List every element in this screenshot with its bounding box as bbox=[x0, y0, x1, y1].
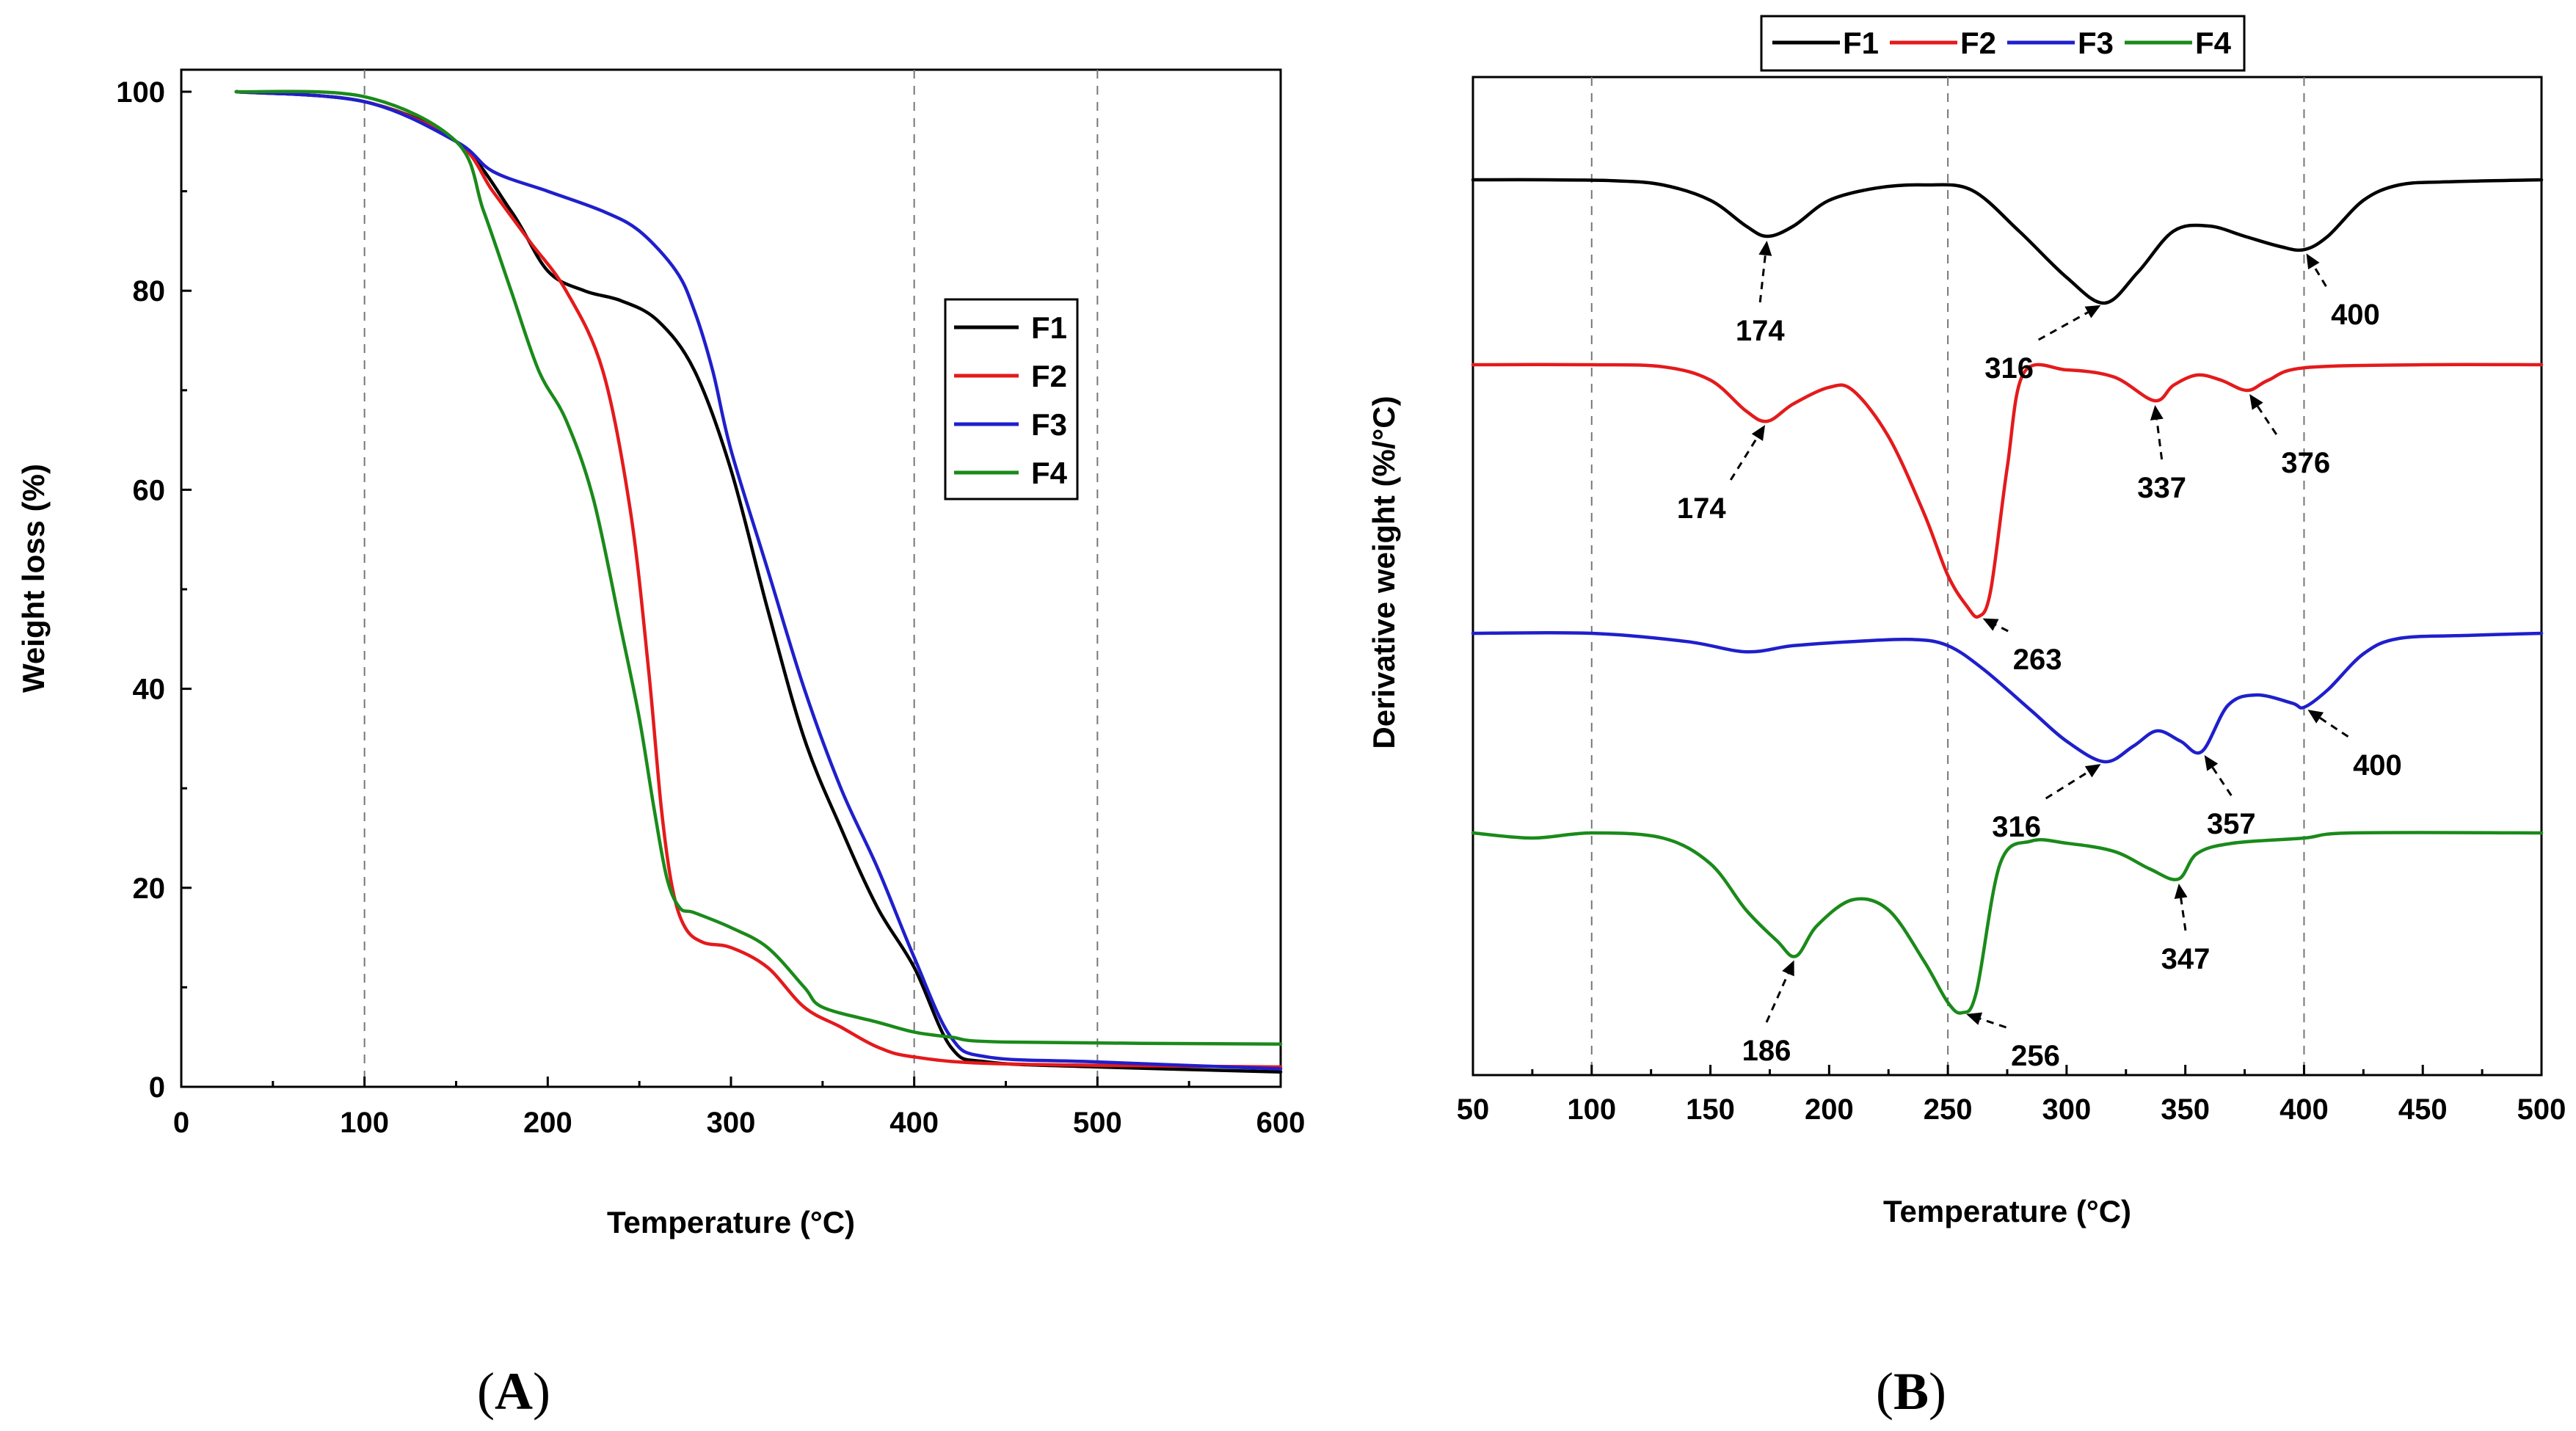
panel-a-legend-label-f4: F4 bbox=[1031, 456, 1068, 490]
panel-b-peak-arrow bbox=[1729, 437, 1758, 481]
panel-b-peak-label: 174 bbox=[1677, 492, 1726, 525]
panel-b-x-tick-label: 300 bbox=[2042, 1093, 2092, 1126]
panel-b-peak-label: 400 bbox=[2331, 299, 2380, 331]
panel-a-series-line-f2 bbox=[234, 90, 1283, 1069]
panel-b-series-line-f1 bbox=[1471, 178, 2544, 305]
panel-a-series bbox=[234, 90, 1283, 1074]
panel-a-x-tick-label: 500 bbox=[1073, 1107, 1122, 1139]
panel-b-x-tick-label: 100 bbox=[1567, 1093, 1616, 1126]
panel-b-peak-label: 174 bbox=[1736, 315, 1785, 347]
panel-b-peak-arrowhead bbox=[2307, 710, 2324, 724]
panel-b-peak-arrow bbox=[2313, 265, 2327, 287]
panel-b-peak-arrow bbox=[2211, 766, 2233, 796]
panel-a-y-tick-label: 0 bbox=[149, 1071, 165, 1104]
panel-b-series-line-f4 bbox=[1471, 831, 2544, 1015]
panel-b-series-line-f2 bbox=[1471, 363, 2544, 619]
panel-b-peak-arrow bbox=[2045, 771, 2089, 800]
panel-b-peak-label: 263 bbox=[2013, 644, 2062, 676]
panel-a-y-tick-label: 60 bbox=[133, 474, 166, 506]
panel-b-peak-label: 256 bbox=[2011, 1040, 2060, 1072]
panel-b-peak-arrowhead bbox=[1982, 618, 1999, 631]
panel-b-x-tick-label: 200 bbox=[1805, 1093, 1854, 1126]
panel-b-peak-arrow bbox=[1765, 973, 1789, 1023]
panel-b-series bbox=[1471, 178, 2544, 1015]
panel-b-ticks: 50 100 150 200 250 300 350 400 450 500 bbox=[1457, 1065, 2566, 1126]
panel-b-legend-label-f3: F3 bbox=[2078, 26, 2114, 60]
panel-b-x-tick-label: 250 bbox=[1924, 1093, 1973, 1126]
panel-b-gridlines bbox=[1590, 77, 2305, 1075]
panel-a-series-line-f1 bbox=[234, 90, 1283, 1074]
panel-b-x-tick-label: 400 bbox=[2280, 1093, 2329, 1126]
panel-a-x-tick-label: 0 bbox=[173, 1107, 189, 1139]
panel-b-peak-arrowhead bbox=[1751, 425, 1766, 441]
panel-a-gridlines bbox=[363, 70, 1099, 1087]
panel-b-peak-arrow bbox=[2037, 311, 2089, 341]
panel-a-label: (A) bbox=[477, 1362, 550, 1421]
panel-b-chart: 50 100 150 200 250 300 350 400 450 500 1743164001… bbox=[1367, 15, 2566, 1421]
panel-b-peak-arrow bbox=[1995, 624, 2009, 633]
panel-b-x-tick-label: 500 bbox=[2517, 1093, 2566, 1126]
panel-b-peak-arrowhead bbox=[2306, 253, 2320, 270]
panel-a-chart: 0 100 200 300 400 500 600 0 20 40 60 80 100 Temperat… bbox=[16, 68, 1305, 1421]
panel-a-y-tick-label: 20 bbox=[133, 873, 166, 905]
panel-b-legend-label-f1: F1 bbox=[1843, 26, 1879, 60]
panel-a-x-tick-label: 400 bbox=[889, 1107, 939, 1139]
panel-b-peak-label: 316 bbox=[1992, 811, 2041, 843]
panel-a-x-axis-title: Temperature (°C) bbox=[607, 1205, 855, 1239]
panel-a-series-line-f4 bbox=[234, 90, 1283, 1046]
panel-a-y-tick-label: 100 bbox=[116, 76, 165, 109]
panel-b-peak-arrowhead bbox=[2150, 404, 2164, 420]
panel-b-series-line-f3 bbox=[1471, 630, 2544, 764]
panel-b-peak-arrow bbox=[2180, 897, 2187, 931]
panel-b-label: (B) bbox=[1876, 1362, 1946, 1421]
panel-b-peak-arrow bbox=[2155, 419, 2164, 460]
panel-b-y-axis-title: Derivative weight (%/°C) bbox=[1367, 396, 1401, 749]
panel-b-peak-arrowhead bbox=[2249, 393, 2263, 410]
panel-a-legend-label-f2: F2 bbox=[1031, 359, 1067, 393]
panel-b-peak-label: 316 bbox=[1984, 352, 2034, 385]
panel-b-legend: F1 F2 F3 F4 bbox=[1760, 15, 2246, 72]
panel-b-peak-arrowhead bbox=[2084, 305, 2101, 318]
panel-a-y-axis-title: Weight loss (%) bbox=[16, 464, 51, 693]
panel-b-peak-label: 337 bbox=[2137, 472, 2186, 504]
panel-a-x-tick-label: 100 bbox=[340, 1107, 389, 1139]
panel-b-peak-arrowhead bbox=[2084, 764, 2101, 778]
panel-a-y-tick-label: 40 bbox=[133, 674, 166, 706]
panel-b-x-tick-label: 50 bbox=[1457, 1093, 1490, 1126]
panel-b-legend-label-f2: F2 bbox=[1960, 26, 1996, 60]
panel-b-peak-arrowhead bbox=[1966, 1012, 1983, 1025]
panel-a-x-tick-label: 600 bbox=[1256, 1107, 1306, 1139]
panel-b-peak-label: 347 bbox=[2161, 943, 2211, 975]
panel-b-peak-arrow bbox=[2256, 405, 2278, 435]
panel-a-legend: F1 F2 F3 F4 bbox=[944, 298, 1079, 500]
panel-b-peak-arrowhead bbox=[2204, 754, 2219, 771]
panel-a-y-tick-label: 80 bbox=[133, 275, 166, 307]
panel-a-series-line-f3 bbox=[234, 90, 1283, 1071]
panel-b-peak-arrow bbox=[1758, 255, 1767, 303]
panel-b-plot-frame bbox=[1471, 76, 2543, 1077]
panel-b-peak-label: 357 bbox=[2207, 808, 2256, 840]
panel-b-peak-arrowhead bbox=[1782, 960, 1794, 977]
panel-b-legend-label-f4: F4 bbox=[2195, 26, 2232, 60]
panel-b-peak-arrowhead bbox=[2174, 883, 2188, 900]
panel-b-x-axis-title: Temperature (°C) bbox=[1883, 1194, 2131, 1228]
panel-a-x-tick-label: 300 bbox=[707, 1107, 756, 1139]
panel-a-ticks: 0 100 200 300 400 500 600 0 20 40 60 80 100 bbox=[116, 76, 1305, 1139]
panel-b-peak-label: 186 bbox=[1742, 1035, 1791, 1067]
panel-b-peak-arrow bbox=[1979, 1017, 2006, 1029]
panel-b-x-tick-label: 450 bbox=[2398, 1093, 2448, 1126]
panel-b-peak-arrowhead bbox=[1758, 240, 1772, 256]
panel-a-x-tick-label: 200 bbox=[523, 1107, 572, 1139]
panel-b-x-tick-label: 150 bbox=[1686, 1093, 1735, 1126]
panel-a-legend-label-f3: F3 bbox=[1031, 407, 1067, 442]
panel-b-peak-annotations: 174 316 400 174 263 337 376 316 357 400 186 256 347 bbox=[1677, 240, 2402, 1072]
panel-b-x-tick-label: 350 bbox=[2161, 1093, 2210, 1126]
panel-b-peak-arrow bbox=[2319, 716, 2349, 738]
panel-a-legend-box bbox=[944, 298, 1079, 500]
panel-b-peak-label: 376 bbox=[2281, 447, 2330, 479]
panel-a-plot-frame bbox=[180, 68, 1282, 1088]
panel-b-peak-label: 400 bbox=[2353, 749, 2402, 782]
panel-a-legend-label-f1: F1 bbox=[1031, 310, 1067, 345]
